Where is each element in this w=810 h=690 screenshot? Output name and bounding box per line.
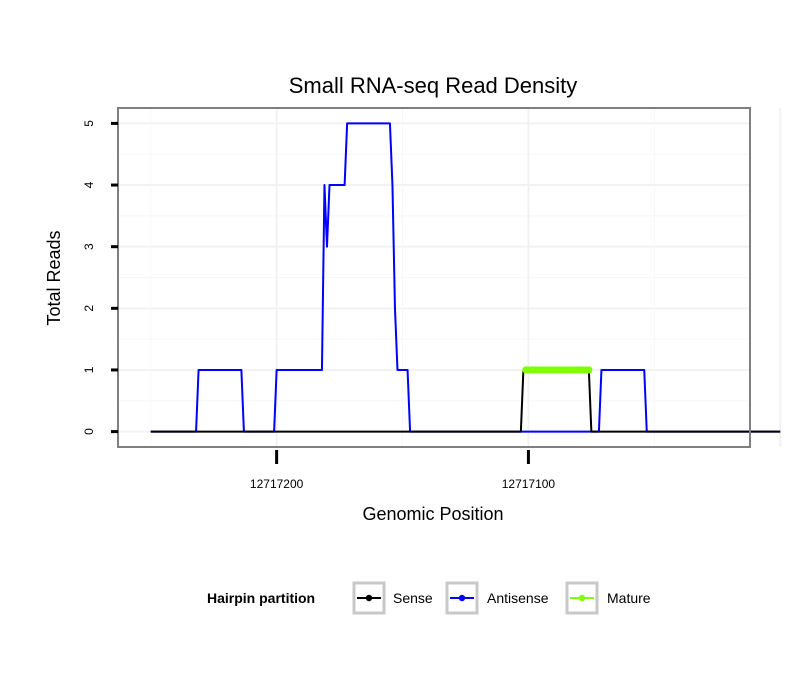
y-tick-label: 5 xyxy=(82,120,96,127)
legend-key-point xyxy=(578,594,586,602)
y-tick-label: 1 xyxy=(82,366,96,373)
legend-item-mature: Mature xyxy=(565,581,651,615)
x-tick-label: 12717200 xyxy=(250,477,304,491)
legend: Hairpin partition Sense Antisense Mature xyxy=(207,581,651,615)
y-tick-label: 4 xyxy=(82,181,96,188)
y-tick-label: 0 xyxy=(82,428,96,435)
y-tick-label: 2 xyxy=(82,305,96,312)
y-tick-label: 3 xyxy=(82,243,96,250)
legend-key-point xyxy=(365,594,373,602)
legend-item-sense: Sense xyxy=(352,581,433,615)
plot-panel-border xyxy=(117,107,751,448)
legend-key-point xyxy=(458,594,466,602)
legend-title: Hairpin partition xyxy=(207,590,315,606)
series-line-antisense xyxy=(150,122,781,433)
x-axis-title: Genomic Position xyxy=(362,504,503,524)
legend-label: Antisense xyxy=(487,590,549,606)
y-axis-title: Total Reads xyxy=(44,230,64,325)
legend-item-antisense: Antisense xyxy=(445,581,549,615)
chart-title: Small RNA-seq Read Density xyxy=(289,73,578,98)
mature-point xyxy=(585,366,593,374)
legend-label: Sense xyxy=(393,590,433,606)
x-tick-label: 12717100 xyxy=(502,477,556,491)
legend-label: Mature xyxy=(607,590,651,606)
